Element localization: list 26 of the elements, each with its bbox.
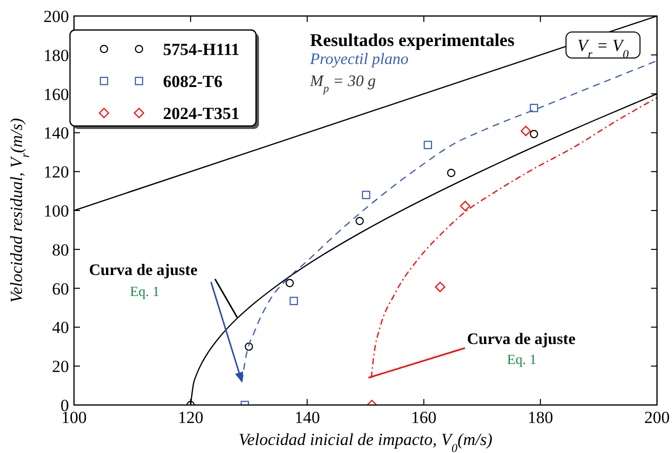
annotation: Curva de ajuste — [467, 331, 576, 348]
y-tick-label: 60 — [52, 279, 69, 298]
legend-label: 5754-H111 — [163, 40, 240, 59]
y-tick-label: 80 — [52, 240, 69, 260]
annotation: Eq. 1 — [507, 353, 537, 368]
annotation: M$_{p}$ = 30 g — [309, 73, 376, 95]
x-tick-label: 140 — [294, 408, 320, 427]
x-tick-label: 200 — [644, 408, 670, 427]
y-tick-label: 200 — [44, 7, 69, 26]
x-axis-title: Velocidad inicial de impacto, V$_{0}$(m/s) — [238, 430, 493, 453]
annotation: Proyectil plano — [309, 51, 408, 68]
annotation: Curva de ajuste — [89, 262, 198, 279]
y-tick-label: 120 — [44, 162, 69, 182]
y-tick-label: 180 — [44, 46, 69, 65]
annotation: Eq. 1 — [130, 285, 160, 300]
annotation: Resultados experimentales — [310, 30, 514, 50]
legend-label: 6082-T6 — [163, 72, 222, 91]
y-tick-label: 140 — [44, 124, 69, 143]
x-tick-label: 180 — [528, 408, 554, 427]
y-tick-label: 160 — [44, 84, 69, 104]
legend-label: 2024-T351 — [163, 104, 240, 123]
x-tick-label: 120 — [178, 408, 204, 427]
y-tick-label: 20 — [52, 357, 69, 376]
y-tick-label: 100 — [44, 202, 69, 220]
y-tick-label: 40 — [52, 318, 69, 338]
x-tick-label: 160 — [411, 408, 437, 427]
